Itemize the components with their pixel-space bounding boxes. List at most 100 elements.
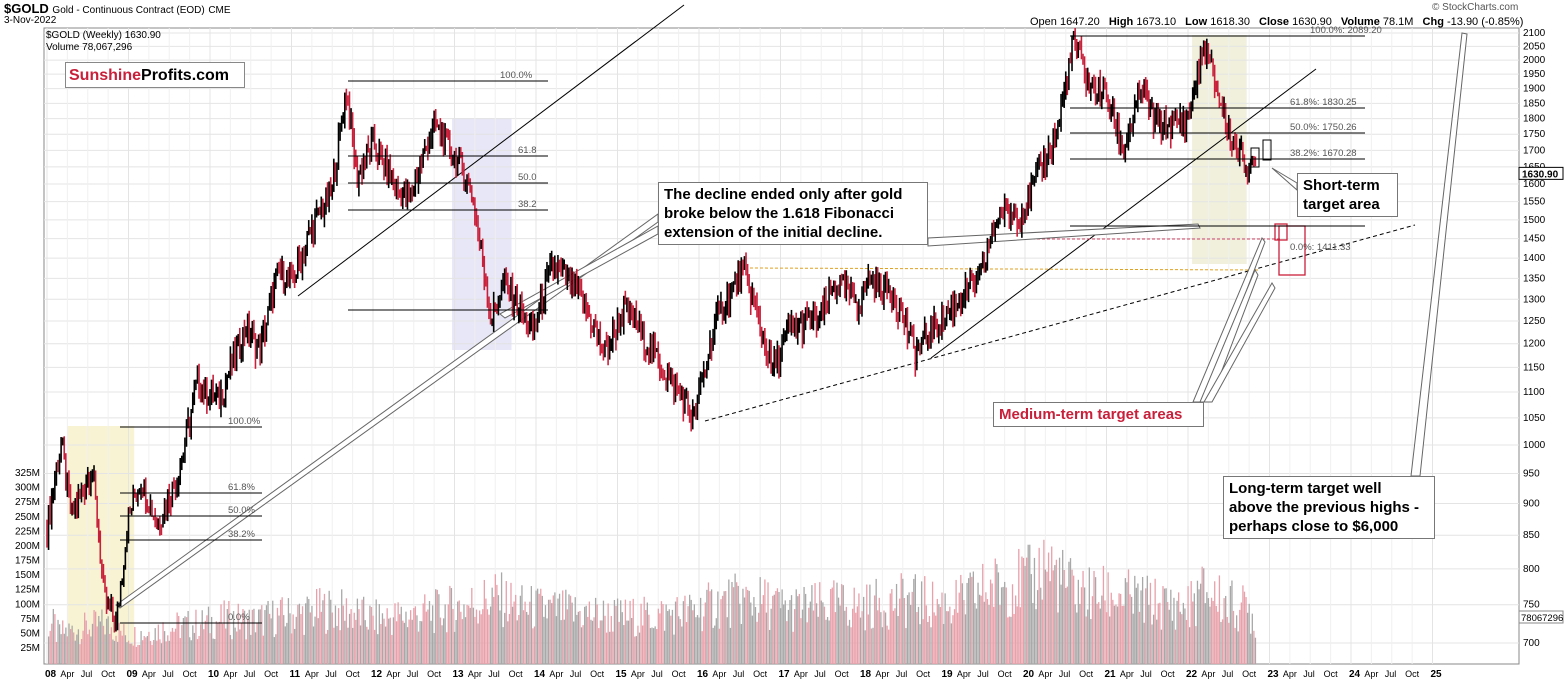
trend-line-2011-support — [297, 4, 685, 297]
last-price-box — [1518, 166, 1564, 180]
month-tick-label: Oct — [346, 669, 361, 679]
month-tick-label: Apr — [223, 669, 237, 679]
year-tick-label: 16 — [697, 669, 709, 680]
price-legend: $GOLD (Weekly) 1630.90 — [46, 30, 161, 41]
price-tick-label: 1300 — [1523, 294, 1546, 305]
last-price-label: 1630.90 — [1522, 169, 1559, 180]
chg-label: Chg — [1422, 16, 1444, 28]
price-tick-label: 1500 — [1523, 215, 1546, 226]
close-label: Close — [1259, 16, 1290, 28]
month-tick-label: Apr — [549, 669, 563, 679]
year-tick-label: 15 — [616, 669, 628, 680]
month-tick-label: Oct — [672, 669, 687, 679]
month-tick-label: Jul — [1059, 669, 1071, 679]
fib-level-label: 61.8%: 1830.25 — [1290, 97, 1357, 108]
year-tick-label: 19 — [942, 669, 954, 680]
volume-tick-label: 325M — [15, 468, 40, 479]
last-volume-label: 78067296 — [1521, 613, 1563, 624]
volume-tick-label: 275M — [15, 497, 40, 508]
price-tick-label: 750 — [1523, 600, 1540, 611]
month-tick-label: Oct — [509, 669, 524, 679]
month-tick-label: Apr — [60, 669, 74, 679]
volume-tick-label: 100M — [15, 599, 40, 610]
volume-tick-label: 175M — [15, 556, 40, 567]
high-value: 1673.10 — [1136, 16, 1177, 28]
year-tick-label: 18 — [860, 669, 872, 680]
year-tick-label: 24 — [1349, 669, 1361, 680]
month-tick-label: Jul — [977, 669, 989, 679]
fib-level-label: 38.2% — [228, 529, 255, 540]
high-label: High — [1108, 16, 1134, 28]
note-decline: The decline ended only after gold broke … — [658, 182, 928, 245]
month-tick-label: Apr — [631, 669, 645, 679]
month-tick-label: Oct — [1242, 669, 1257, 679]
month-tick-label: Apr — [1364, 669, 1378, 679]
fib-level-label: 50.0%: 1750.26 — [1290, 122, 1357, 133]
month-tick-label: Jul — [896, 669, 908, 679]
month-tick-label: Apr — [305, 669, 319, 679]
month-tick-label: Oct — [1161, 669, 1176, 679]
target-box-small — [1274, 223, 1288, 241]
month-tick-label: Jul — [325, 669, 337, 679]
month-tick-label: Jul — [733, 669, 745, 679]
fib-level-label: 50.0 — [518, 172, 537, 183]
chg-value: -13.90 (-0.85%) — [1446, 16, 1524, 28]
volume-axis: 25M 50M 75M 100M 125M 150M 175M 200M 225M 250M 275… — [15, 468, 40, 654]
trend-line-2018-support — [930, 68, 1317, 359]
month-tick-label: Oct — [264, 669, 279, 679]
year-tick-label: 08 — [45, 669, 57, 680]
low-value: 1618.30 — [1210, 16, 1250, 28]
price-tick-label: 2100 — [1523, 28, 1546, 39]
month-tick-label: Apr — [1201, 669, 1215, 679]
volume-tick-label: 300M — [15, 483, 40, 494]
time-axis: 08 Apr Jul Oct 09 Apr Jul Oct 10 Apr Jul Oct 11 Apr Ju… — [45, 669, 1442, 680]
marker-box-1 — [1250, 147, 1260, 168]
volume-tick-label: 200M — [15, 541, 40, 552]
month-tick-label: Jul — [651, 669, 663, 679]
volume-tick-label: 50M — [21, 628, 40, 639]
month-tick-label: Oct — [998, 669, 1013, 679]
brand-part2: Profits.com — [141, 67, 230, 84]
month-tick-label: Oct — [916, 669, 931, 679]
month-tick-label: Jul — [1222, 669, 1234, 679]
volume-value: 78.1M — [1382, 16, 1414, 28]
symbol-title: $GOLD Gold - Continuous Contract (EOD) C… — [4, 1, 231, 16]
month-tick-label: Apr — [468, 669, 482, 679]
price-tick-label: 1200 — [1523, 339, 1546, 350]
month-tick-label: Apr — [712, 669, 726, 679]
month-tick-label: Apr — [957, 669, 971, 679]
open-value: 1647.20 — [1059, 16, 1100, 28]
month-tick-label: Jul — [1140, 669, 1152, 679]
year-tick-label: 25 — [1431, 669, 1443, 680]
chart-date: 3-Nov-2022 — [4, 15, 57, 26]
volume-tick-label: 25M — [21, 643, 40, 654]
month-tick-label: Oct — [183, 669, 198, 679]
open-label: Open — [1030, 16, 1057, 28]
low-label: Low — [1185, 16, 1208, 28]
fib-level-label: 0.0% — [228, 612, 250, 623]
price-tick-label: 1350 — [1523, 273, 1546, 284]
year-tick-label: 22 — [1186, 669, 1198, 680]
price-tick-label: 1800 — [1523, 114, 1546, 125]
marker-box-2 — [1262, 139, 1272, 161]
year-tick-label: 21 — [1105, 669, 1117, 680]
price-tick-label: 850 — [1523, 530, 1540, 541]
year-tick-label: 11 — [290, 669, 301, 680]
fib-level-label: 0.0%: 1411.33 — [1290, 242, 1351, 253]
price-tick-label: 2050 — [1523, 41, 1546, 52]
price-tick-label: 1150 — [1523, 362, 1545, 373]
symbol-ticker: $GOLD — [4, 1, 49, 16]
month-tick-label: Oct — [1405, 669, 1420, 679]
fib-level-label: 50.0% — [228, 505, 255, 516]
month-tick-label: Oct — [590, 669, 605, 679]
volume-tick-label: 225M — [15, 526, 40, 537]
price-tick-label: 1550 — [1523, 197, 1546, 208]
month-tick-label: Jul — [407, 669, 419, 679]
volume-tick-label: 125M — [15, 585, 40, 596]
price-tick-label: 1850 — [1523, 98, 1546, 109]
month-tick-label: Apr — [1283, 669, 1297, 679]
year-tick-label: 12 — [371, 669, 383, 680]
month-tick-label: Apr — [794, 669, 808, 679]
note-medium-term: Medium-term target areas — [993, 402, 1204, 427]
brand-part1: Sunshine — [69, 67, 142, 84]
